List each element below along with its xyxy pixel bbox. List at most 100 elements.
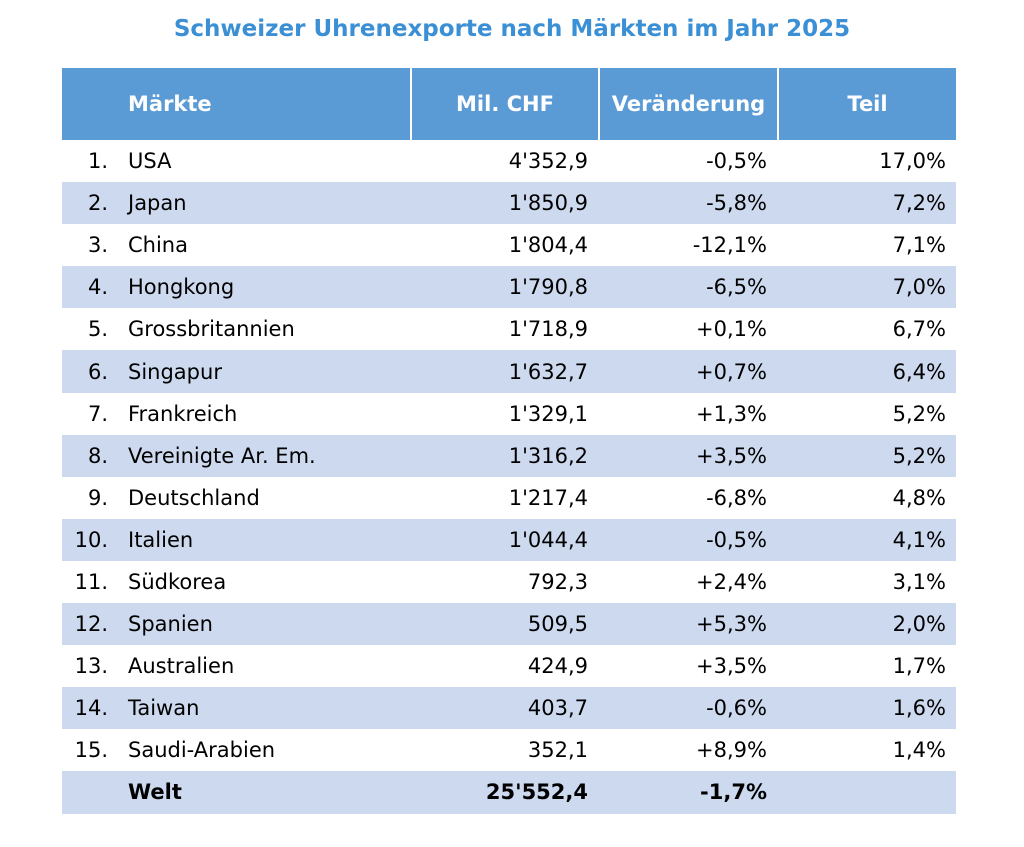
table-cell: +5,3% bbox=[696, 612, 767, 637]
table-row: 1. USA 4'352,9 -0,5% 17,0% bbox=[62, 140, 956, 182]
table-cell: 7,2% bbox=[892, 191, 946, 216]
table-cell: 4,8% bbox=[892, 485, 946, 510]
table-cell: 6,4% bbox=[892, 359, 946, 384]
title: Schweizer Uhrenexporte nach Märkten im J… bbox=[173, 16, 851, 42]
table-cell: 7,0% bbox=[892, 275, 946, 300]
table-row: 4. Hongkong 1'790,8 -6,5% 7,0% bbox=[62, 266, 956, 309]
table-cell: 509,5 bbox=[527, 612, 588, 637]
table-cell: 1'329,1 bbox=[508, 401, 588, 426]
table-cell: -6,5% bbox=[706, 275, 767, 300]
table-row: 14. Taiwan 403,7 -0,6% 1,6% bbox=[62, 687, 956, 730]
table-cell: 2. bbox=[87, 191, 108, 216]
table-cell: Taiwan bbox=[128, 696, 200, 721]
table-cell: 5,2% bbox=[892, 443, 946, 468]
header-row: Märkte Mil. CHF Veränderung Teil bbox=[62, 68, 956, 140]
table-row: 5. Grossbritannien 1'718,9 +0,1% 6,7% bbox=[62, 308, 956, 350]
table-cell: Italien bbox=[128, 527, 194, 552]
table-cell: Saudi-Arabien bbox=[128, 738, 276, 763]
table-cell: Südkorea bbox=[128, 569, 227, 594]
table-cell: -5,8% bbox=[706, 191, 767, 216]
table-cell: +3,5% bbox=[696, 654, 767, 679]
table-cell: Spanien bbox=[128, 612, 213, 637]
table-cell: 7,1% bbox=[892, 233, 946, 258]
total-cell: -1,7% bbox=[700, 780, 767, 805]
table-cell: 3. bbox=[87, 233, 108, 258]
table-row: 2. Japan 1'850,9 -5,8% 7,2% bbox=[62, 182, 956, 225]
table-cell: 15. bbox=[74, 738, 108, 763]
header-cell: Mil. CHF bbox=[410, 68, 598, 140]
table-cell: +8,9% bbox=[696, 738, 767, 763]
table-cell: +2,4% bbox=[696, 569, 767, 594]
table-cell: 1'718,9 bbox=[508, 317, 588, 342]
table-cell: 792,3 bbox=[527, 569, 588, 594]
total-cell: Welt bbox=[128, 780, 182, 805]
table-cell: 5. bbox=[87, 317, 108, 342]
table-cell: 17,0% bbox=[879, 149, 946, 174]
table-cell: Hongkong bbox=[128, 275, 235, 300]
table-cell: 4,1% bbox=[892, 527, 946, 552]
table-cell: +1,3% bbox=[696, 401, 767, 426]
table-cell: 5,2% bbox=[892, 401, 946, 426]
table-row: 11. Südkorea 792,3 +2,4% 3,1% bbox=[62, 561, 956, 603]
table-cell: Grossbritannien bbox=[128, 317, 295, 342]
table-row: 8. Vereinigte Ar. Em. 1'316,2 +3,5% 5,2% bbox=[62, 434, 956, 477]
table-cell: Deutschland bbox=[128, 485, 260, 510]
header-cell: Teil bbox=[777, 68, 956, 140]
table-cell: 4'352,9 bbox=[508, 149, 588, 174]
table-cell: 13. bbox=[74, 654, 108, 679]
table-cell: 4. bbox=[87, 275, 108, 300]
header-cell: Märkte bbox=[128, 92, 212, 116]
table-cell: 6. bbox=[87, 359, 108, 384]
table: Märkte Mil. CHF Veränderung Teil 1. USA 4'… bbox=[62, 68, 956, 814]
table-cell: 1,4% bbox=[892, 738, 946, 763]
table-cell: 6,7% bbox=[892, 317, 946, 342]
table-cell: Australien bbox=[128, 654, 235, 679]
table-row: 12. Spanien 509,5 +5,3% 2,0% bbox=[62, 603, 956, 646]
table-cell: China bbox=[128, 233, 188, 258]
total-row: Welt 25'552,4 -1,7% bbox=[62, 771, 956, 814]
table-cell: 11. bbox=[74, 569, 108, 594]
table-cell: +3,5% bbox=[696, 443, 767, 468]
table-cell: Japan bbox=[128, 191, 187, 216]
table-cell: USA bbox=[128, 149, 172, 174]
table-row: 15. Saudi-Arabien 352,1 +8,9% 1,4% bbox=[62, 729, 956, 771]
table-cell: 1'632,7 bbox=[508, 359, 588, 384]
table-cell: Frankreich bbox=[128, 401, 238, 426]
total-cell: 25'552,4 bbox=[485, 780, 588, 805]
table-row: 13. Australien 424,9 +3,5% 1,7% bbox=[62, 645, 956, 687]
table-cell: 1,7% bbox=[892, 654, 946, 679]
table-row: 10. Italien 1'044,4 -0,5% 4,1% bbox=[62, 518, 956, 561]
table-cell: Singapur bbox=[128, 359, 222, 384]
table-cell: 7. bbox=[87, 401, 108, 426]
table-cell: 1'850,9 bbox=[508, 191, 588, 216]
table-cell: 9. bbox=[87, 485, 108, 510]
table-cell: 1'044,4 bbox=[508, 527, 588, 552]
table-cell: -0,5% bbox=[706, 149, 767, 174]
table-cell: 2,0% bbox=[892, 612, 946, 637]
table-cell: 424,9 bbox=[527, 654, 588, 679]
table-cell: 1'804,4 bbox=[508, 233, 588, 258]
table-row: 6. Singapur 1'632,7 +0,7% 6,4% bbox=[62, 350, 956, 393]
table-cell: 3,1% bbox=[892, 569, 946, 594]
table-cell: -6,8% bbox=[706, 485, 767, 510]
table-cell: -12,1% bbox=[692, 233, 767, 258]
table-cell: 403,7 bbox=[527, 696, 588, 721]
table-row: 7. Frankreich 1'329,1 +1,3% 5,2% bbox=[62, 393, 956, 435]
table-cell: 1'217,4 bbox=[508, 485, 588, 510]
table-cell: 14. bbox=[74, 696, 108, 721]
table-cell: 1,6% bbox=[892, 696, 946, 721]
table-row: 3. China 1'804,4 -12,1% 7,1% bbox=[62, 224, 956, 266]
table-cell: 1'316,2 bbox=[508, 443, 588, 468]
table-cell: 8. bbox=[87, 443, 108, 468]
header-cell: Veränderung bbox=[598, 68, 777, 140]
table-cell: 352,1 bbox=[527, 738, 588, 763]
table-cell: Vereinigte Ar. Em. bbox=[128, 443, 316, 468]
table-cell: -0,6% bbox=[706, 696, 767, 721]
table-cell: 1. bbox=[87, 149, 108, 174]
table-cell: -0,5% bbox=[706, 527, 767, 552]
table-row: 9. Deutschland 1'217,4 -6,8% 4,8% bbox=[62, 477, 956, 519]
table-cell: +0,1% bbox=[696, 317, 767, 342]
table-cell: 1'790,8 bbox=[508, 275, 588, 300]
table-cell: 10. bbox=[74, 527, 108, 552]
